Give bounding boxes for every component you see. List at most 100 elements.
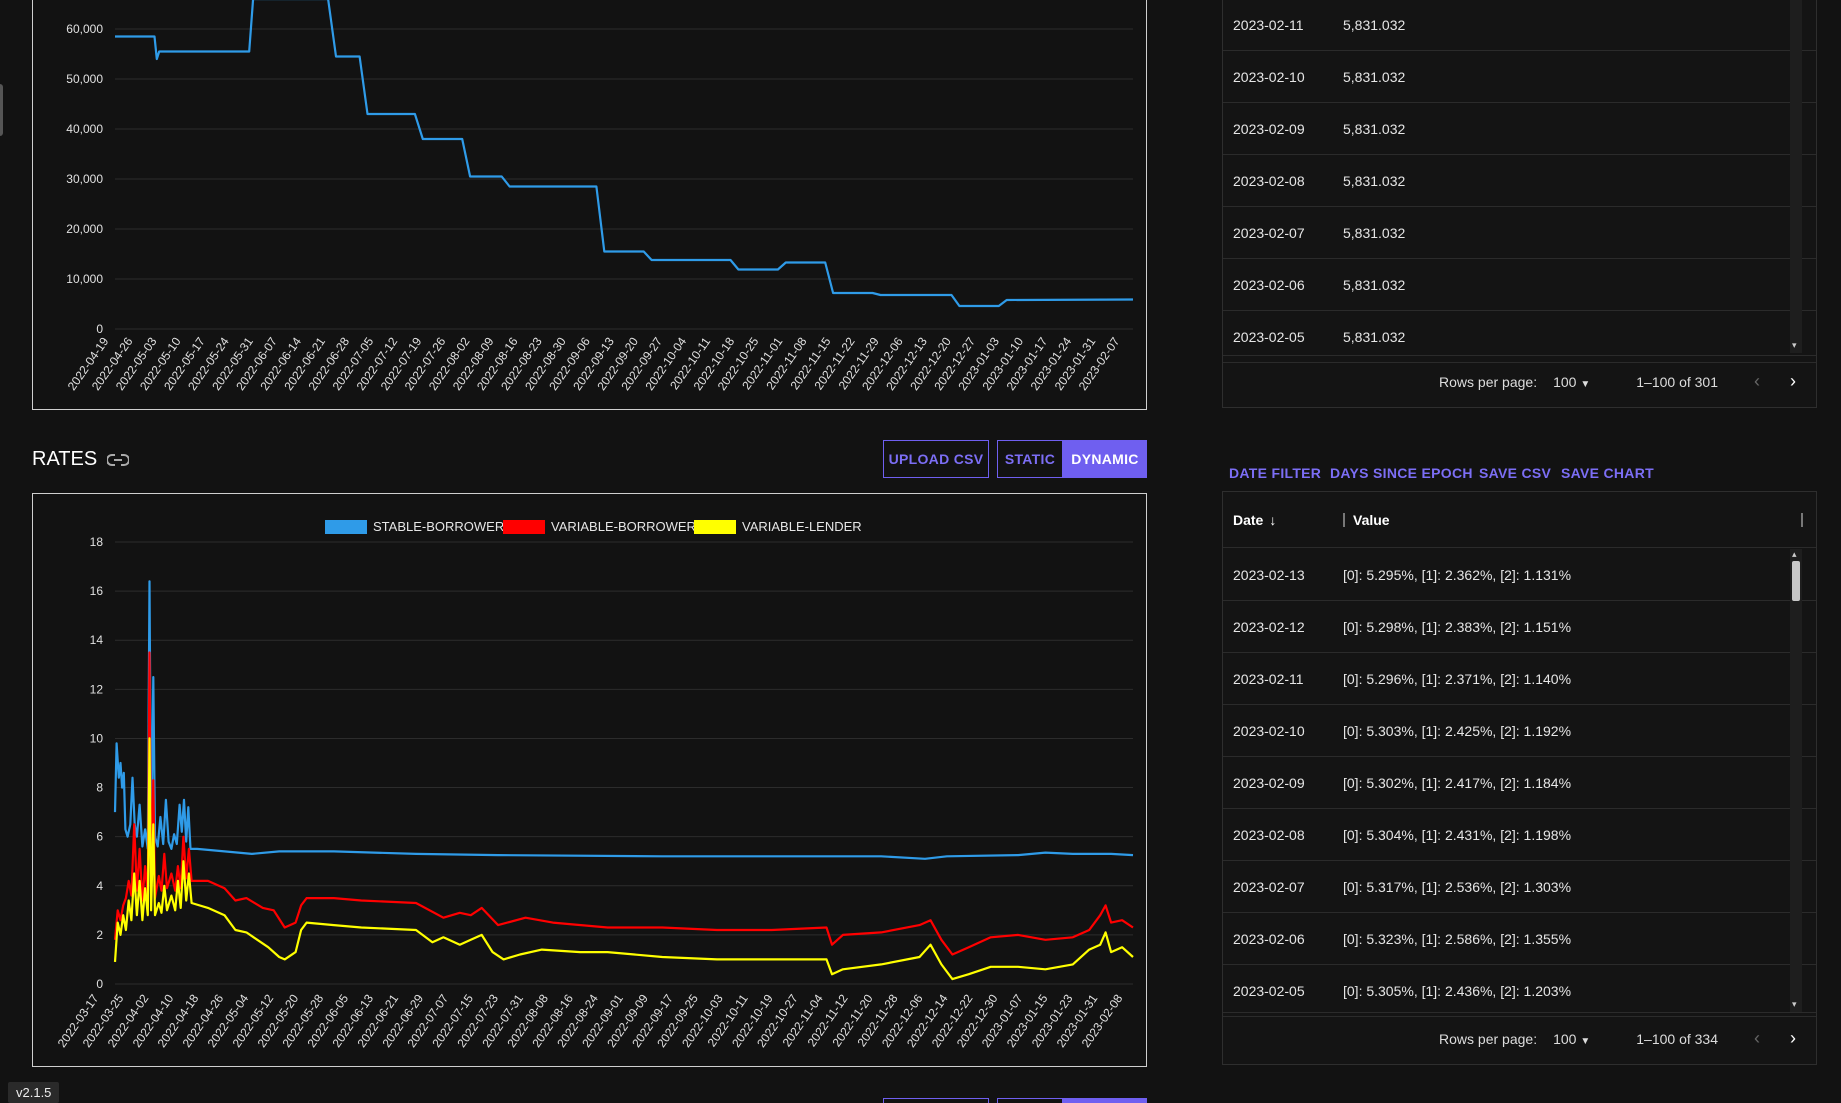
- version-badge: v2.1.5: [8, 1082, 60, 1103]
- rows-per-page-label: Rows per page:: [1439, 373, 1538, 390]
- row-date: 2023-02-06: [1233, 930, 1305, 947]
- page-range: 1–100 of 301: [1636, 373, 1718, 390]
- sort-arrow-down-icon[interactable]: ↓: [1269, 511, 1277, 528]
- rows-per-page-select[interactable]: 100 ▼: [1553, 1030, 1591, 1047]
- row-value: [0]: 5.302%, [1]: 2.417%, [2]: 1.184%: [1343, 774, 1572, 791]
- row-value: 5,831.032: [1343, 276, 1406, 293]
- legend-label[interactable]: VARIABLE-LENDER: [742, 519, 862, 534]
- series-line-0: [113, 580, 1134, 860]
- y-tick-label: 16: [90, 584, 104, 598]
- row-value: 5,831.032: [1343, 172, 1406, 189]
- y-tick-label: 60,000: [66, 22, 103, 36]
- table-row[interactable]: 2023-02-13 [0]: 5.295%, [1]: 2.362%, [2]:…: [1223, 549, 1816, 601]
- next-page-icon[interactable]: ›: [1790, 371, 1796, 391]
- chevron-down-icon: ▼: [1580, 1035, 1591, 1047]
- column-separator[interactable]: [1343, 512, 1345, 527]
- row-value: 5,831.032: [1343, 16, 1406, 33]
- rates-section-title: RATES: [32, 448, 130, 471]
- date-filter-button[interactable]: DATE FILTER: [1229, 465, 1322, 481]
- table-row[interactable]: 2023-02-06 5,831.032: [1223, 259, 1816, 311]
- legend-label[interactable]: STABLE-BORROWER: [373, 519, 504, 534]
- series-line-1: [113, 651, 1134, 956]
- y-tick-label: 14: [90, 633, 104, 647]
- y-tick-label: 0: [96, 322, 103, 336]
- row-date: 2023-02-05: [1233, 328, 1305, 345]
- date-column-header[interactable]: Date ↓: [1233, 511, 1277, 528]
- link-icon[interactable]: [107, 453, 130, 467]
- scroll-up-icon[interactable]: ▴: [1792, 549, 1797, 559]
- row-date: 2023-02-07: [1233, 878, 1305, 895]
- rates-table-scrollbar[interactable]: ▴ ▾: [1790, 549, 1802, 1012]
- scroll-thumb[interactable]: [1792, 561, 1800, 601]
- row-value: [0]: 5.296%, [1]: 2.371%, [2]: 1.140%: [1343, 670, 1572, 687]
- row-date: 2023-02-08: [1233, 826, 1305, 843]
- row-date: 2023-02-05: [1233, 982, 1305, 999]
- scroll-down-icon[interactable]: ▾: [1792, 340, 1797, 350]
- prev-page-icon[interactable]: ‹: [1754, 371, 1760, 391]
- legend-label[interactable]: VARIABLE-BORROWER: [551, 519, 696, 534]
- static-toggle-button[interactable]: STATIC: [997, 440, 1063, 478]
- table-row[interactable]: 2023-02-11 [0]: 5.296%, [1]: 2.371%, [2]:…: [1223, 653, 1816, 705]
- rates-chart: 18 16 14 12 10 8 6 4 2 0 2022-03-17 2022-03-25 2022-…: [32, 493, 1147, 1067]
- y-tick-label: 20,000: [66, 222, 103, 236]
- table-row[interactable]: 2023-02-10 [0]: 5.303%, [1]: 2.425%, [2]:…: [1223, 705, 1816, 757]
- row-date: 2023-02-13: [1233, 566, 1305, 583]
- dynamic-toggle-button[interactable]: DYNAMIC: [1063, 440, 1147, 478]
- table-row[interactable]: 2023-02-07 [0]: 5.317%, [1]: 2.536%, [2]:…: [1223, 861, 1816, 913]
- days-since-epoch-button[interactable]: DAYS SINCE EPOCH: [1330, 465, 1473, 481]
- value-column-header[interactable]: Value: [1353, 511, 1390, 528]
- table-header-row: Date ↓ Value: [1223, 492, 1816, 548]
- table-row[interactable]: 2023-02-10 5,831.032: [1223, 51, 1816, 103]
- row-value: [0]: 5.323%, [1]: 2.586%, [2]: 1.355%: [1343, 930, 1572, 947]
- upload-csv-button[interactable]: UPLOAD CSV: [883, 440, 989, 478]
- row-value: [0]: 5.298%, [1]: 2.383%, [2]: 1.151%: [1343, 618, 1572, 635]
- rates-table-pagination: Rows per page: 100 ▼ 1–100 of 334 ‹ ›: [1223, 1012, 1816, 1064]
- row-date: 2023-02-10: [1233, 68, 1305, 85]
- save-chart-button[interactable]: SAVE CHART: [1561, 465, 1654, 481]
- y-tick-label: 50,000: [66, 72, 103, 86]
- table-row[interactable]: 2023-02-09 5,831.032: [1223, 103, 1816, 155]
- rates-chart-svg: 1816141210864202022-03-172022-03-252022-…: [55, 519, 1134, 1050]
- prev-page-icon[interactable]: ‹: [1754, 1028, 1760, 1048]
- row-date: 2023-02-07: [1233, 224, 1305, 241]
- table-row[interactable]: 2023-02-06 [0]: 5.323%, [1]: 2.586%, [2]:…: [1223, 913, 1816, 965]
- scroll-down-icon[interactable]: ▾: [1792, 999, 1797, 1009]
- row-date: 2023-02-09: [1233, 774, 1305, 791]
- row-date: 2023-02-09: [1233, 120, 1305, 137]
- top-table-scrollbar[interactable]: ▾: [1790, 0, 1802, 353]
- legend-swatch[interactable]: [694, 520, 736, 534]
- table-row[interactable]: 2023-02-09 [0]: 5.302%, [1]: 2.417%, [2]:…: [1223, 757, 1816, 809]
- next-section-dynamic-button[interactable]: [1063, 1098, 1147, 1103]
- series-line-0: [115, 0, 1134, 308]
- rates-data-table: Date ↓ Value 2023-02-13 [0]: 5.295%, [1]:…: [1222, 491, 1817, 1065]
- y-tick-label: 30,000: [66, 172, 103, 186]
- column-menu-separator[interactable]: [1801, 512, 1803, 527]
- row-date: 2023-02-11: [1233, 16, 1304, 33]
- rows-per-page-select[interactable]: 100 ▼: [1553, 373, 1591, 390]
- series-line-2: [113, 737, 1134, 981]
- row-value: 5,831.032: [1343, 328, 1406, 345]
- row-value: 5,831.032: [1343, 68, 1406, 85]
- row-date: 2023-02-06: [1233, 276, 1305, 293]
- table-row[interactable]: 2023-02-07 5,831.032: [1223, 207, 1816, 259]
- next-section-static-button[interactable]: [997, 1098, 1063, 1103]
- chevron-down-icon: ▼: [1580, 378, 1591, 390]
- row-date: 2023-02-11: [1233, 670, 1304, 687]
- next-section-upload-button[interactable]: [883, 1098, 989, 1103]
- save-csv-button[interactable]: SAVE CSV: [1479, 465, 1552, 481]
- table-row[interactable]: 2023-02-08 5,831.032: [1223, 155, 1816, 207]
- legend-swatch[interactable]: [503, 520, 545, 534]
- table-row[interactable]: 2023-02-05 5,831.032: [1223, 311, 1816, 363]
- table-row[interactable]: 2023-02-05 [0]: 5.305%, [1]: 2.436%, [2]:…: [1223, 965, 1816, 1017]
- table-row[interactable]: 2023-02-08 [0]: 5.304%, [1]: 2.431%, [2]:…: [1223, 809, 1816, 861]
- table-row[interactable]: 2023-02-12 [0]: 5.298%, [1]: 2.383%, [2]:…: [1223, 601, 1816, 653]
- y-tick-label: 40,000: [66, 122, 103, 136]
- table-row[interactable]: 2023-02-11 5,831.032: [1223, 0, 1816, 51]
- side-drawer-handle[interactable]: [0, 84, 3, 136]
- next-page-icon[interactable]: ›: [1790, 1028, 1796, 1048]
- y-tick-label: 2: [96, 928, 103, 942]
- top-table-pagination: Rows per page: 100 ▼ 1–100 of 301 ‹ ›: [1223, 355, 1816, 407]
- legend-swatch[interactable]: [325, 520, 367, 534]
- top-chart-svg: 60,00050,00040,00030,00020,00010,0000202…: [65, 0, 1134, 393]
- y-tick-label: 18: [90, 535, 104, 549]
